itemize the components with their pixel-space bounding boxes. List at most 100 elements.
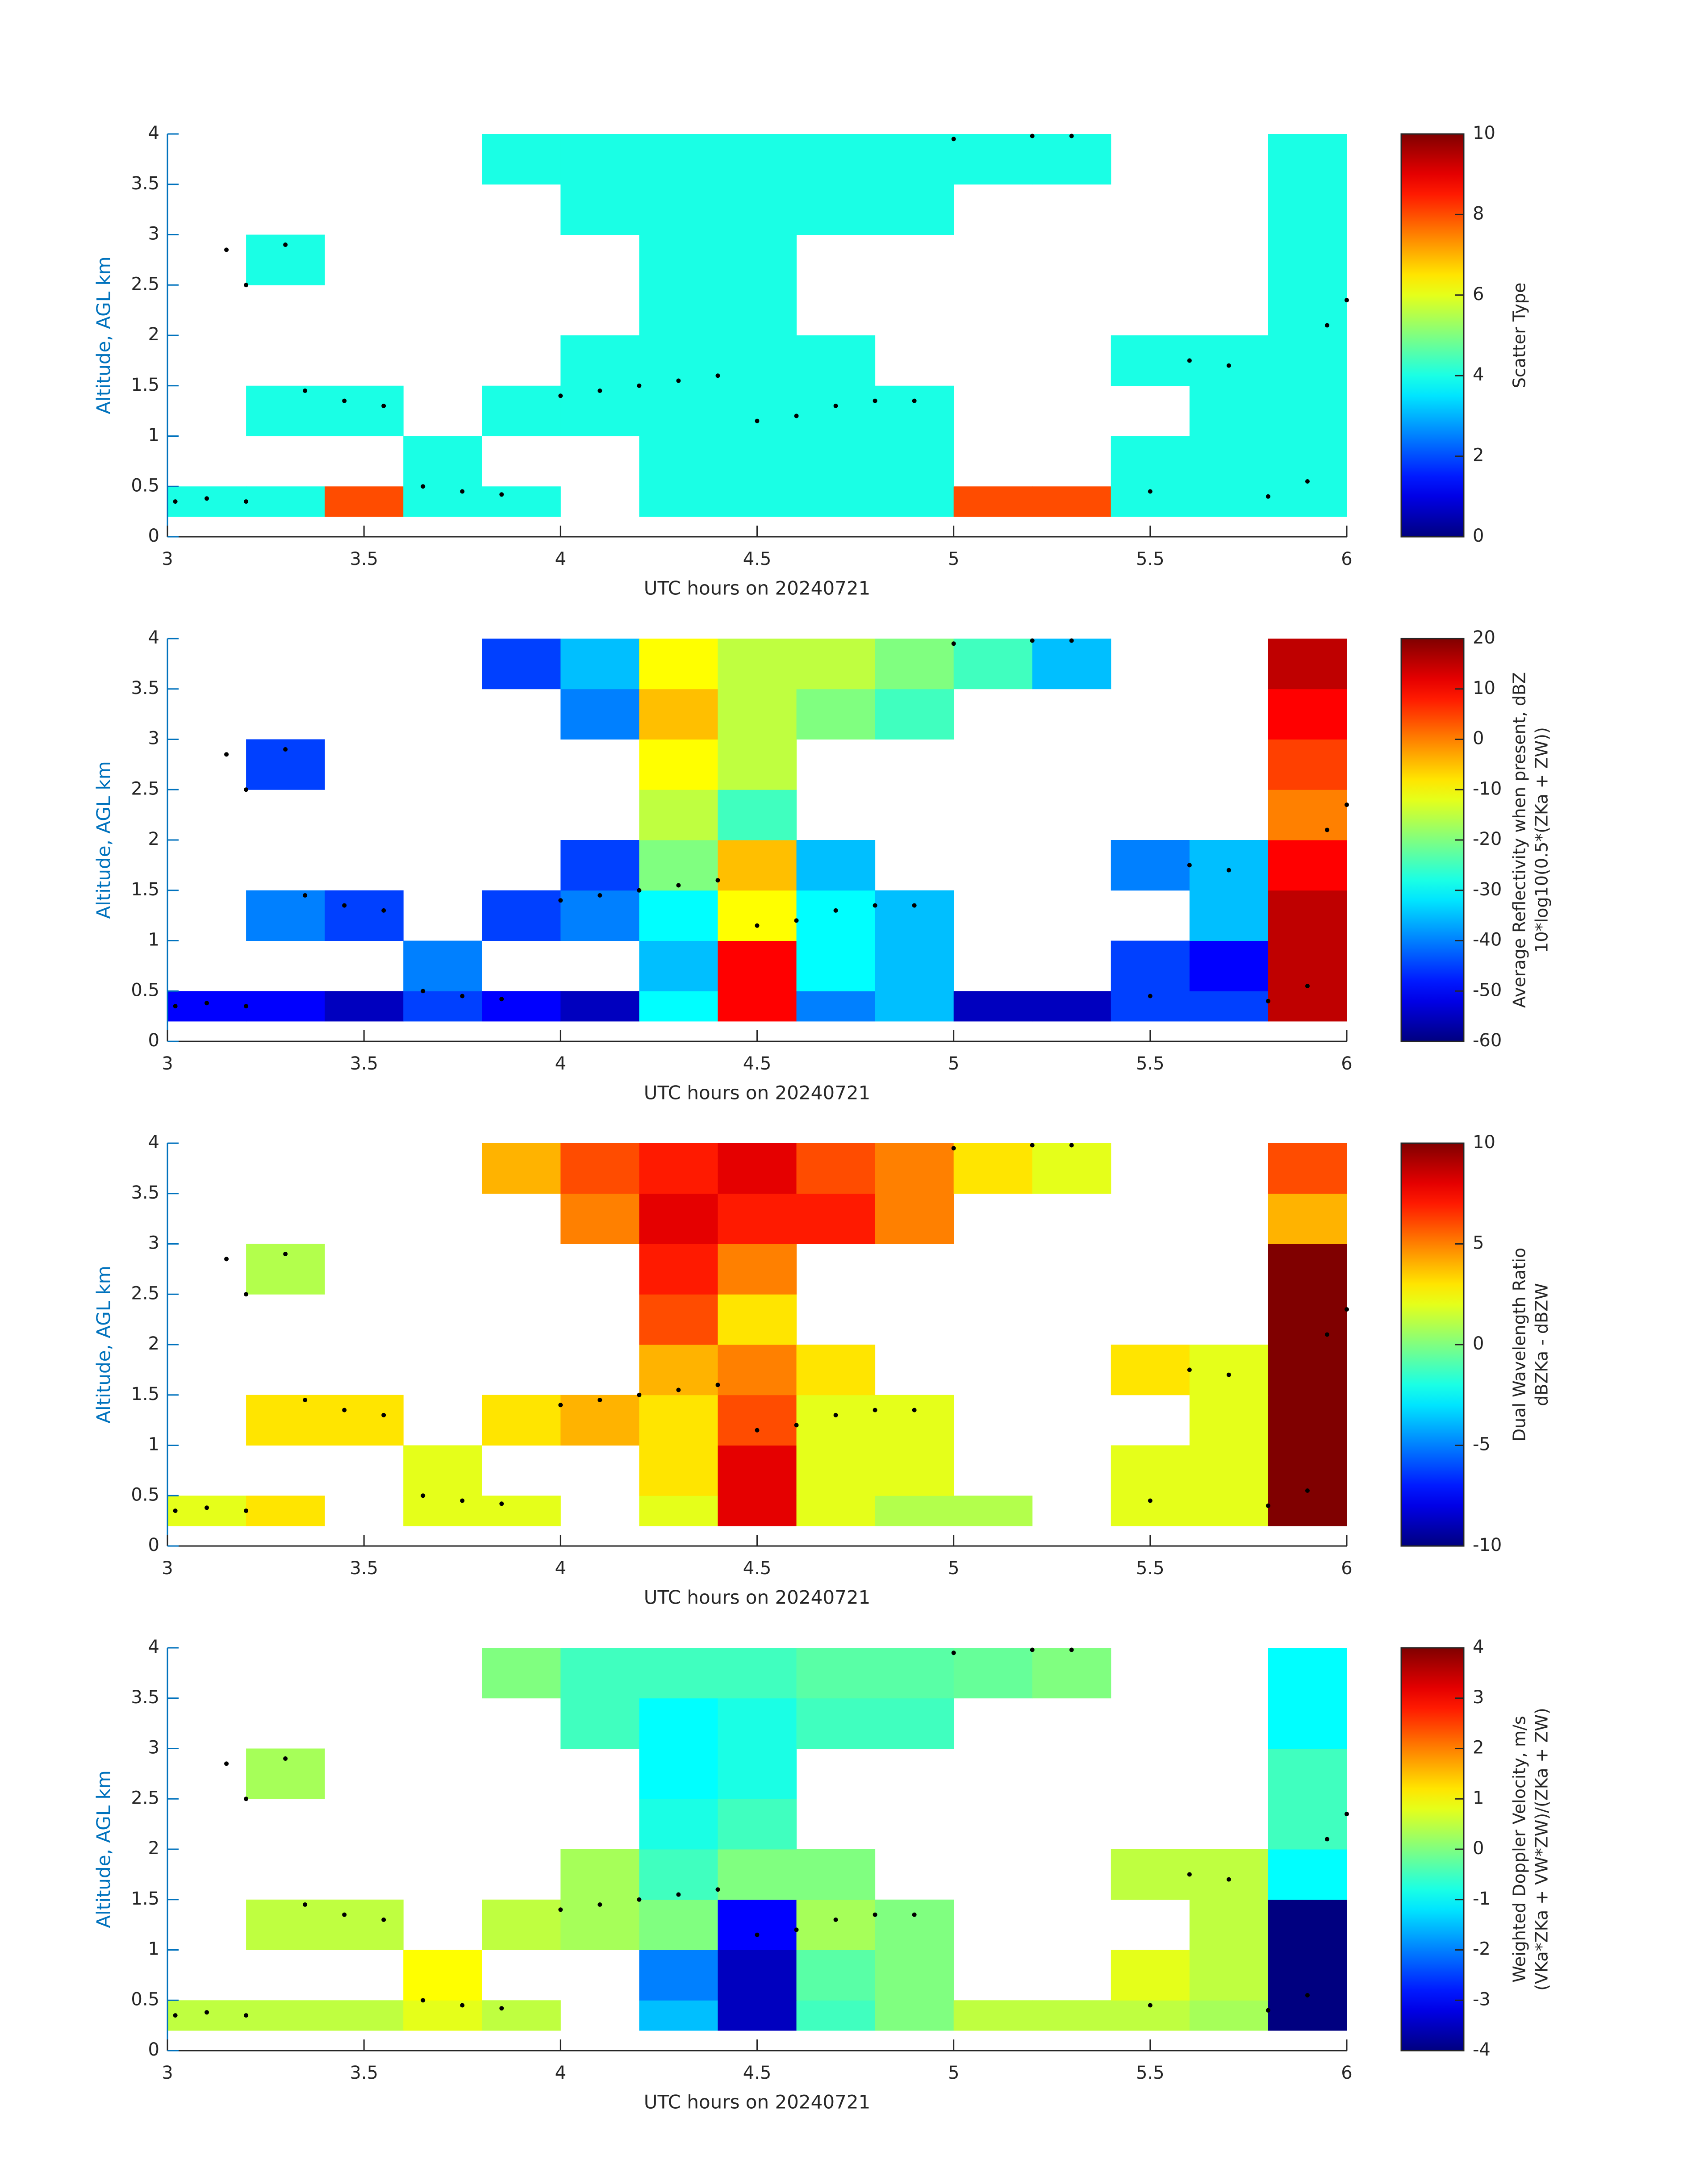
colorbar-tick-label: -60 <box>1473 1030 1502 1051</box>
x-tick-label: 4 <box>555 1558 566 1579</box>
cell <box>796 890 876 941</box>
point <box>794 1927 799 1932</box>
cell <box>1268 890 1347 941</box>
point <box>283 1252 288 1257</box>
point <box>460 994 465 999</box>
point <box>676 378 681 383</box>
point <box>421 484 426 489</box>
y-tick-label: 1.5 <box>131 1384 159 1404</box>
cell <box>403 2000 482 2031</box>
cell <box>560 1395 639 1446</box>
point <box>303 893 308 898</box>
cell <box>1268 940 1347 991</box>
cell <box>796 436 876 487</box>
colorbar-label: (VKa*ZKa + VW*ZW)/(ZKa + ZW) <box>1532 1708 1552 1991</box>
colorbar-tick-label: 2 <box>1473 445 1484 466</box>
point <box>755 418 760 423</box>
cell <box>639 639 718 689</box>
point <box>951 641 956 646</box>
cell <box>1189 2000 1269 2031</box>
cell <box>1268 486 1347 517</box>
y-tick-label: 0 <box>148 1030 159 1051</box>
cell <box>953 639 1033 689</box>
point <box>1226 1372 1231 1377</box>
cell <box>482 1143 561 1194</box>
cell <box>1032 991 1111 1022</box>
point <box>283 1756 288 1761</box>
point <box>224 1257 229 1262</box>
colorbar-tick-label: 0 <box>1473 1333 1484 1354</box>
cell <box>796 2000 876 2031</box>
colorbar-tick-label: 4 <box>1473 1637 1484 1657</box>
cell <box>1268 2000 1347 2031</box>
point <box>283 242 288 247</box>
y-tick-label: 1 <box>148 930 159 950</box>
cell <box>796 1899 876 1950</box>
x-tick-label: 3 <box>162 1053 173 1074</box>
cell <box>1189 991 1269 1022</box>
point <box>1148 994 1153 999</box>
point <box>558 898 563 903</box>
cell <box>639 991 718 1022</box>
point <box>205 1505 209 1510</box>
cell <box>718 1899 797 1950</box>
point <box>637 888 642 893</box>
cell <box>953 2000 1033 2031</box>
cell <box>325 1395 404 1446</box>
cell <box>796 1698 876 1749</box>
cell <box>482 486 561 517</box>
point <box>794 918 799 923</box>
cell <box>718 1345 797 1396</box>
cell <box>1111 335 1190 386</box>
point <box>1305 983 1310 988</box>
point <box>1305 1488 1310 1493</box>
colorbar-tick-label: -40 <box>1473 930 1502 950</box>
point <box>755 1428 760 1433</box>
cell <box>1268 739 1347 790</box>
cell <box>1189 385 1269 436</box>
cell <box>246 739 325 790</box>
y-tick-label: 3.5 <box>131 678 159 698</box>
cell <box>718 385 797 436</box>
colorbar-tick-label: 5 <box>1473 1233 1484 1254</box>
point <box>303 1902 308 1907</box>
cell <box>639 790 718 840</box>
cell <box>1268 285 1347 336</box>
cell <box>560 991 639 1022</box>
cell <box>1268 1849 1347 1900</box>
y-tick-label: 3 <box>148 224 159 244</box>
colorbar-label: Average Reflectivity when present, dBZ <box>1510 672 1529 1008</box>
point <box>342 903 347 908</box>
y-tick-label: 0.5 <box>131 980 159 1000</box>
cell <box>1032 486 1111 517</box>
cell <box>796 486 876 517</box>
point <box>1069 1647 1074 1652</box>
point <box>873 398 877 403</box>
y-tick-label: 2.5 <box>131 778 159 799</box>
point <box>833 1412 838 1417</box>
cell <box>718 1648 797 1699</box>
point <box>1030 134 1035 138</box>
cell <box>246 890 325 941</box>
cell <box>560 689 639 740</box>
cell <box>1268 1748 1347 1799</box>
cell <box>1032 1143 1111 1194</box>
cell <box>639 285 718 336</box>
cell <box>639 940 718 991</box>
cell <box>718 991 797 1022</box>
point <box>676 883 681 888</box>
x-tick-label: 3.5 <box>350 549 378 569</box>
x-tick-label: 3.5 <box>350 1558 378 1579</box>
y-tick-label: 0.5 <box>131 1484 159 1505</box>
colorbar-tick-label: 2 <box>1473 1738 1484 1758</box>
cell <box>246 1496 325 1526</box>
cell <box>718 840 797 891</box>
cell <box>875 689 954 740</box>
point <box>912 1408 917 1412</box>
y-tick-label: 4 <box>148 1132 159 1153</box>
cell <box>639 1899 718 1950</box>
cell <box>1189 436 1269 487</box>
cell <box>1268 234 1347 285</box>
cell <box>639 1193 718 1244</box>
cell <box>718 639 797 689</box>
